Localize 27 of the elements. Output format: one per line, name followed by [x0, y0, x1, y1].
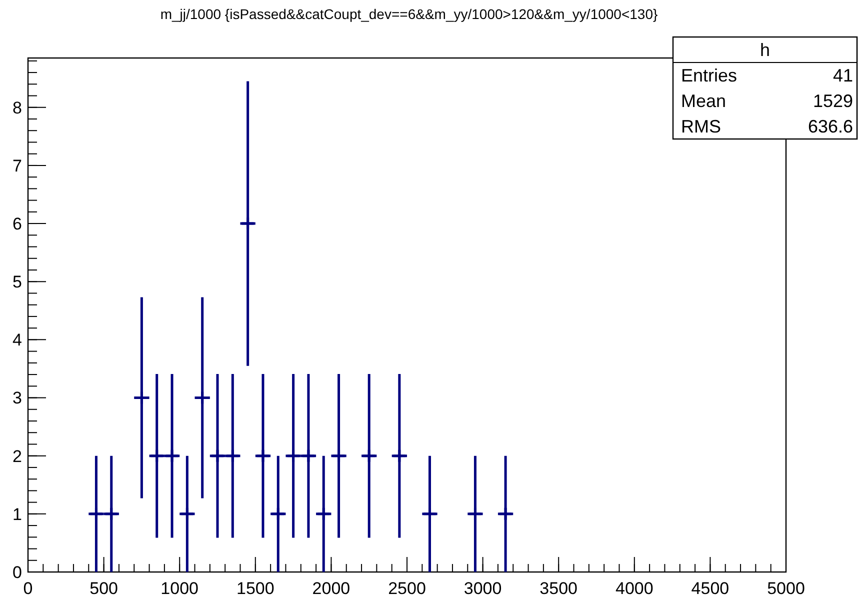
- y-tick-label: 4: [12, 330, 22, 350]
- x-tick-label: 2500: [388, 579, 426, 598]
- x-tick-label: 500: [90, 579, 118, 598]
- text: 41: [832, 66, 853, 86]
- x-tick-label: 4500: [691, 579, 730, 598]
- x-tick-label: 1500: [236, 579, 274, 598]
- y-tick-label: 0: [12, 562, 22, 582]
- y-tick-label: 3: [12, 388, 22, 408]
- x-tick-label: 3500: [540, 579, 578, 598]
- y-tick-label: 2: [12, 446, 22, 466]
- x-tick-label: 4000: [615, 579, 654, 598]
- chart-title: m_jj/1000 {isPassed&&catCoupt_dev==6&&m_yy/1000>120&&m_yy/1000<130}: [160, 6, 658, 22]
- y-tick-label: 7: [12, 156, 22, 176]
- x-tick-label: 5000: [767, 579, 805, 598]
- x-tick-label: 1000: [160, 579, 199, 598]
- y-tick-label: 1: [12, 504, 22, 524]
- text: 1529: [812, 91, 853, 112]
- x-tick-label: 2000: [312, 579, 350, 598]
- y-tick-label: 5: [12, 272, 22, 292]
- annotation: Mean: [681, 91, 726, 112]
- annotation: RMS: [681, 116, 721, 137]
- annotation: Entries: [681, 66, 738, 86]
- y-tick-label: 8: [12, 98, 22, 118]
- y-tick-label: 6: [12, 214, 22, 234]
- annotation: h: [760, 40, 770, 60]
- text: 636.6: [808, 116, 853, 137]
- x-tick-label: 3000: [464, 579, 502, 598]
